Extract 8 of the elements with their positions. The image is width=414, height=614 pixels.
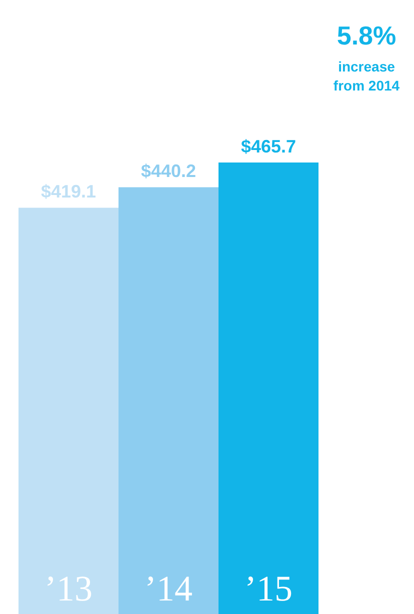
x-tick-label: ’15 [244, 568, 293, 608]
data-label: $419.1 [40, 182, 96, 202]
data-label: $465.7 [240, 136, 296, 156]
text: increase from 2014 [333, 58, 400, 94]
text: 5.8% [336, 20, 396, 50]
x-tick-label: ’13 [44, 568, 93, 608]
data-label: $440.2 [140, 161, 196, 182]
x-tick-label: ’14 [144, 568, 193, 608]
